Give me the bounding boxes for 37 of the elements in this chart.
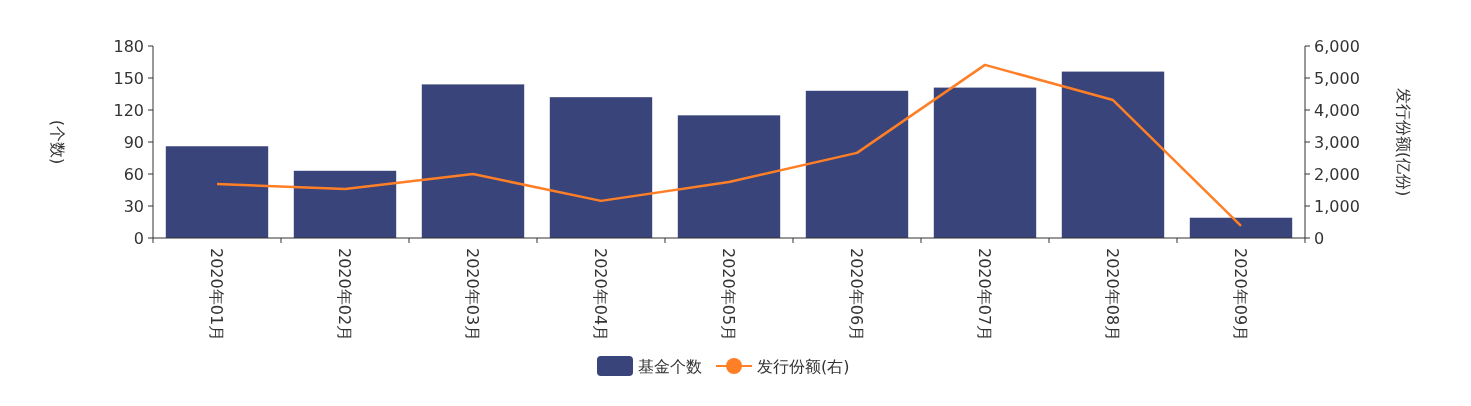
x-tick-label: 2020年03月 (463, 248, 482, 342)
x-tick-label: 2020年05月 (719, 248, 738, 342)
bar (421, 84, 525, 238)
y-tick-label: 180 (113, 37, 144, 56)
bar (293, 170, 397, 238)
y-tick-label: 60 (123, 165, 144, 184)
x-tick-label: 2020年09月 (1231, 248, 1250, 342)
y-axis-title: (个数) (48, 119, 67, 165)
x-tick-label: 2020年04月 (591, 248, 610, 342)
bar (165, 146, 269, 238)
y2-tick-label: 6,000 (1314, 37, 1360, 56)
y-tick-label: 150 (113, 69, 144, 88)
legend-label: 基金个数 (638, 357, 702, 376)
x-tick-label: 2020年07月 (975, 248, 994, 342)
y2-axis-title: 发行份额(亿份) (1394, 87, 1413, 197)
x-tick-label: 2020年06月 (847, 248, 866, 342)
y2-tick-label: 3,000 (1314, 133, 1360, 152)
y2-tick-label: 0 (1314, 229, 1325, 248)
x-tick-label: 2020年01月 (207, 248, 226, 342)
x-tick-label: 2020年02月 (335, 248, 354, 342)
y-tick-label: 0 (133, 229, 144, 248)
line-series (215, 63, 1243, 228)
y2-tick-label: 4,000 (1314, 101, 1360, 120)
bar (933, 87, 1037, 238)
bar (549, 97, 653, 238)
y-tick-label: 30 (123, 197, 144, 216)
bar (1061, 71, 1165, 238)
y2-tick-label: 5,000 (1314, 69, 1360, 88)
y2-tick-label: 2,000 (1314, 165, 1360, 184)
y-tick-label: 120 (113, 101, 144, 120)
x-tick-label: 2020年08月 (1103, 248, 1122, 342)
legend-label: 发行份额(右) (757, 357, 850, 376)
bar (1189, 217, 1293, 238)
bar (677, 115, 781, 238)
bar (805, 90, 909, 238)
y2-tick-label: 1,000 (1314, 197, 1360, 216)
y-tick-label: 90 (123, 133, 144, 152)
